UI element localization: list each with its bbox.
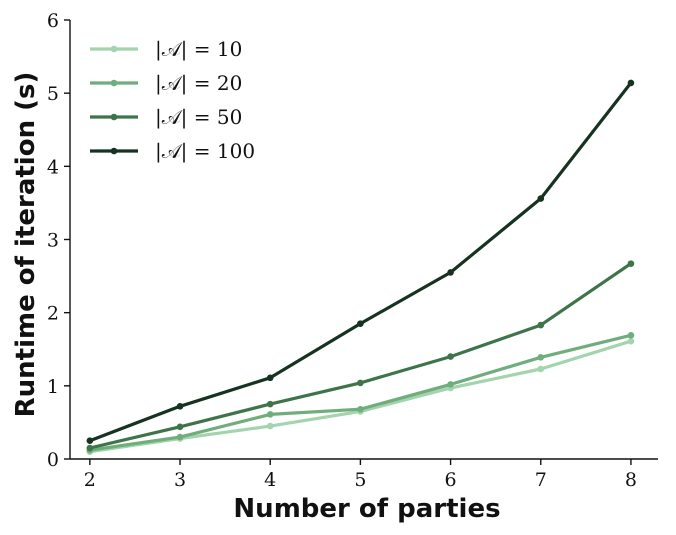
legend-label: |𝒜| = 100 [155, 139, 255, 164]
data-point [176, 403, 184, 410]
legend-label: |𝒜| = 10 [155, 37, 242, 62]
data-point [627, 79, 635, 87]
data-point [86, 437, 94, 445]
x-tick-label: 6 [445, 469, 457, 491]
series-layer [86, 79, 635, 455]
legend-item: |𝒜| = 20 [90, 71, 242, 96]
y-tick-label: 6 [47, 10, 59, 32]
y-tick-label: 1 [47, 376, 59, 398]
data-point [627, 337, 635, 345]
x-tick-label: 4 [264, 469, 276, 491]
series-line [89, 333, 632, 452]
data-point [176, 433, 184, 441]
data-point [266, 374, 274, 382]
series-2 [86, 332, 635, 454]
y-tick-label: 4 [47, 156, 59, 178]
series-line [89, 339, 632, 454]
legend-marker [110, 113, 118, 121]
y-tick-label: 3 [47, 230, 59, 252]
data-point [357, 320, 364, 327]
legend-marker [110, 45, 118, 53]
x-axis-title: Number of parties [233, 494, 500, 524]
legend-item: |𝒜| = 50 [90, 105, 242, 130]
y-axis-title: Runtime of iteration (s) [11, 72, 41, 418]
legend-marker [110, 147, 118, 155]
legend-item: |𝒜| = 10 [90, 37, 242, 62]
series-3 [86, 260, 635, 452]
data-point [266, 422, 274, 430]
legend: |𝒜| = 10 |𝒜| = 20 |𝒜| = 50 |𝒜| = 100 [90, 37, 255, 164]
y-tick-label: 2 [47, 303, 59, 325]
data-point [86, 444, 94, 452]
data-point [447, 381, 454, 388]
y-tick-label: 5 [47, 83, 59, 105]
series-4 [86, 79, 635, 445]
x-tick-label: 7 [535, 469, 547, 491]
data-point [447, 353, 454, 360]
legend-label: |𝒜| = 20 [155, 71, 242, 96]
x-tick-label: 2 [84, 469, 96, 491]
data-point [537, 353, 545, 361]
x-tick-label: 8 [625, 469, 637, 491]
data-point [537, 365, 545, 373]
data-point [537, 321, 545, 329]
data-point [176, 423, 184, 431]
legend-marker [110, 79, 118, 87]
data-point [266, 411, 274, 418]
x-tick-label: 5 [354, 469, 366, 491]
data-point [357, 379, 364, 387]
legend-item: |𝒜| = 100 [90, 139, 255, 164]
series-line [89, 81, 633, 443]
legend-label: |𝒜| = 50 [155, 105, 242, 130]
data-point [537, 195, 545, 202]
data-point [357, 405, 364, 413]
data-point [627, 332, 635, 339]
data-point [266, 400, 274, 408]
data-point [447, 269, 454, 276]
axes: 0 1 2 3 4 5 6 2 3 4 5 6 7 8 [47, 10, 658, 491]
x-tick-label: 3 [174, 469, 186, 491]
y-tick-label: 0 [47, 449, 59, 471]
data-point [627, 260, 635, 267]
